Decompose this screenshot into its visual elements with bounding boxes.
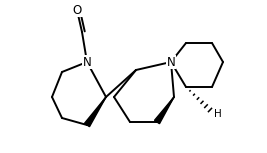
- Polygon shape: [155, 97, 174, 124]
- Text: N: N: [167, 56, 175, 69]
- Text: O: O: [72, 4, 82, 17]
- Polygon shape: [85, 97, 106, 127]
- Text: H: H: [214, 109, 222, 119]
- Text: N: N: [83, 56, 91, 69]
